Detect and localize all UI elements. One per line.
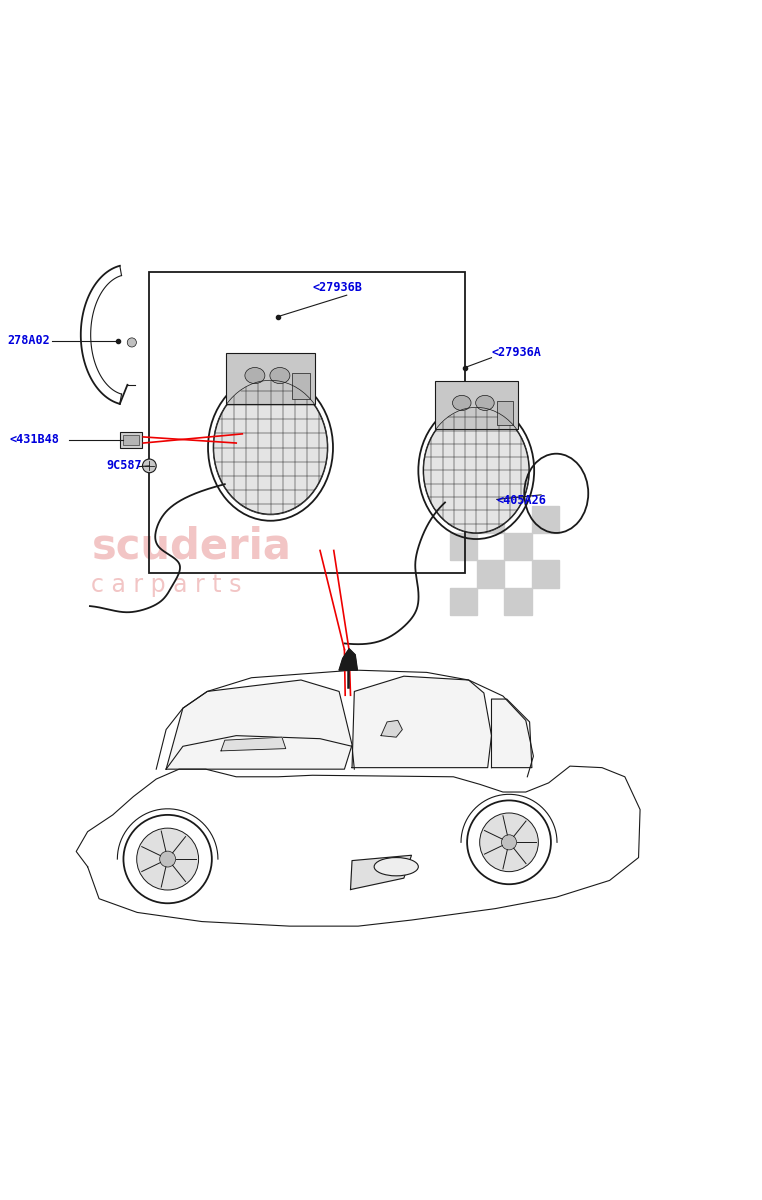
Polygon shape xyxy=(351,856,411,889)
Circle shape xyxy=(127,338,136,347)
Bar xyxy=(226,353,315,403)
Bar xyxy=(123,436,139,445)
Circle shape xyxy=(467,800,551,884)
Polygon shape xyxy=(352,677,491,768)
Polygon shape xyxy=(221,737,286,751)
Ellipse shape xyxy=(213,382,328,514)
Polygon shape xyxy=(339,649,357,670)
Polygon shape xyxy=(381,720,402,737)
Text: <405A26: <405A26 xyxy=(497,494,546,506)
Ellipse shape xyxy=(374,858,418,876)
Ellipse shape xyxy=(453,395,471,410)
Bar xyxy=(504,533,532,560)
Bar xyxy=(477,505,504,533)
Bar xyxy=(477,560,504,588)
Bar xyxy=(450,533,477,560)
Circle shape xyxy=(123,815,212,904)
Text: <431B48: <431B48 xyxy=(9,433,59,446)
Circle shape xyxy=(136,828,199,890)
Text: <27936B: <27936B xyxy=(312,281,362,294)
Circle shape xyxy=(160,851,175,868)
Bar xyxy=(149,272,465,574)
Text: 9C587: 9C587 xyxy=(107,458,142,472)
Bar xyxy=(532,505,559,533)
Ellipse shape xyxy=(475,395,495,410)
Bar xyxy=(504,588,532,616)
Polygon shape xyxy=(166,680,352,769)
Bar xyxy=(293,373,310,398)
Ellipse shape xyxy=(245,367,265,384)
Bar xyxy=(434,382,518,430)
Text: scuderia: scuderia xyxy=(91,526,291,568)
Ellipse shape xyxy=(424,408,529,533)
Text: <27936A: <27936A xyxy=(491,346,541,359)
Circle shape xyxy=(480,812,539,871)
Circle shape xyxy=(501,835,517,850)
Bar xyxy=(450,588,477,616)
Bar xyxy=(497,401,513,425)
Ellipse shape xyxy=(270,367,290,384)
Bar xyxy=(120,432,142,448)
Text: c a r p a r t s: c a r p a r t s xyxy=(91,574,242,598)
Circle shape xyxy=(142,460,156,473)
Text: 278A02: 278A02 xyxy=(8,334,50,347)
Polygon shape xyxy=(491,700,532,768)
Bar xyxy=(532,560,559,588)
